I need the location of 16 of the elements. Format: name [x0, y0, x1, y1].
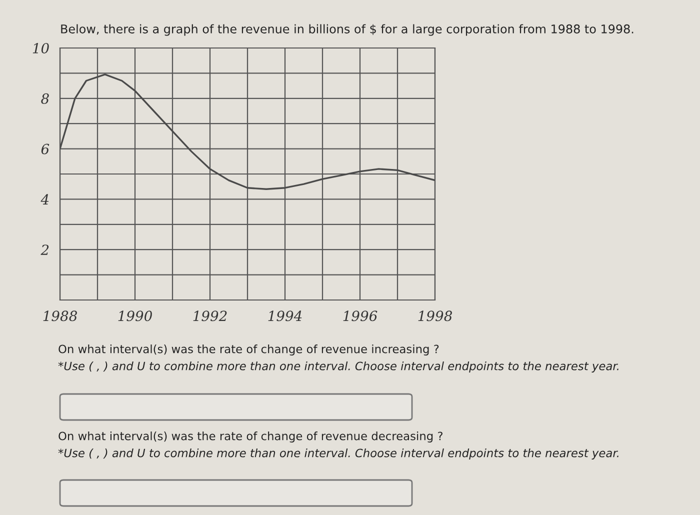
text: *Use ( , ) and U to combine more than one interval. Choose interval endpoints to the nearest year. [58, 361, 618, 373]
x-tick-label: 1996 [343, 310, 378, 322]
text: On what interval(s) was the rate of change of revenue increasing ? [58, 344, 439, 356]
y-tick-label: 6 [41, 144, 50, 154]
text: On what interval(s) was the rate of change of revenue decreasing ? [58, 431, 442, 443]
x-tick-label: 1988 [43, 310, 77, 322]
y-tick-label: 2 [40, 244, 49, 255]
chart-title: Below, there is a graph of the revenue in billions of $ for a large corporation from 1988 to 1998. [61, 24, 634, 36]
y-tick-label: 8 [41, 93, 49, 104]
x-tick-label: 1998 [418, 310, 452, 322]
y-tick-label: 4 [40, 194, 49, 204]
y-tick-label: 10 [32, 42, 49, 54]
text: *Use ( , ) and U to combine more than one interval. Choose interval endpoints to the nearest year. [58, 448, 618, 460]
x-tick-label: 1994 [268, 310, 302, 322]
x-tick-label: 1990 [118, 310, 152, 322]
x-tick-label: 1992 [193, 310, 227, 322]
